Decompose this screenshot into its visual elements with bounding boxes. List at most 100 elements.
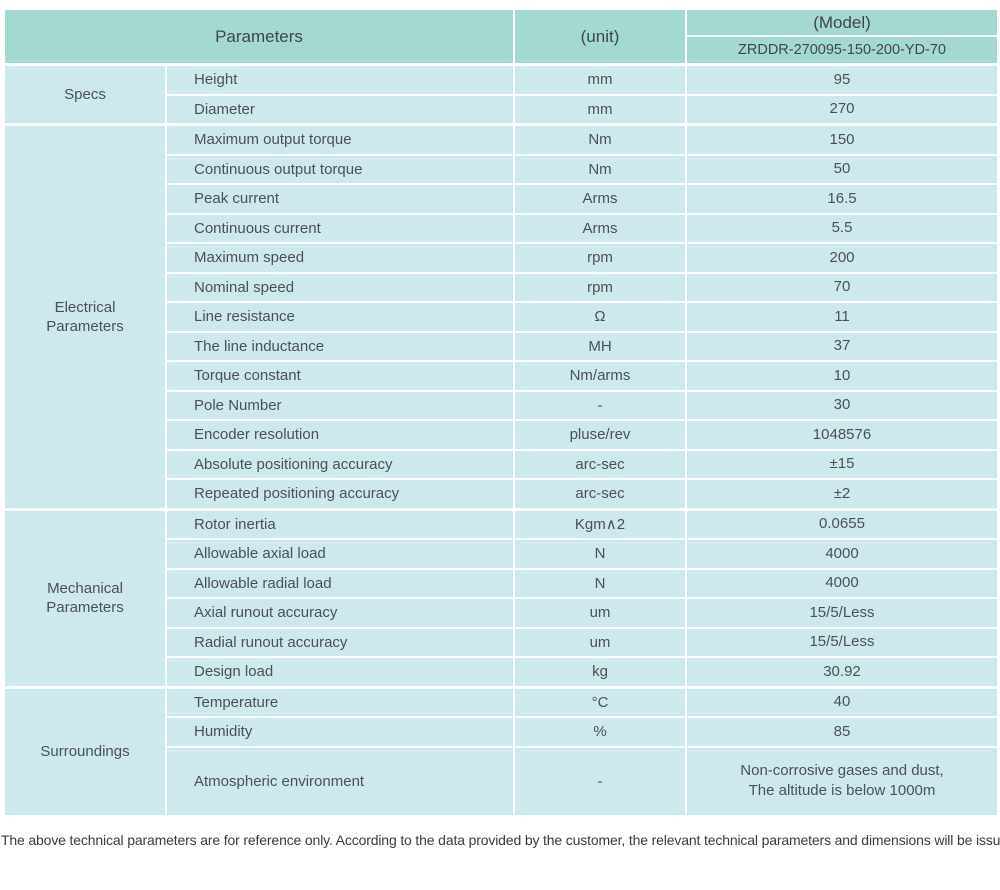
value-cell: 16.5 — [685, 183, 999, 215]
param-cell: Encoder resolution — [165, 419, 515, 451]
param-cell: Absolute positioning accuracy — [165, 448, 515, 480]
unit-cell: Kgm∧2 — [513, 507, 687, 540]
table-row: Mechanical Parameters Rotor inertia Kgm∧2 0… — [3, 507, 999, 688]
section-label: Surroundings — [3, 685, 167, 817]
unit-cell: um — [513, 597, 687, 629]
param-cell: Atmospheric environment — [165, 745, 515, 817]
param-cell: Torque constant — [165, 360, 515, 392]
value-cell: ±2 — [685, 478, 999, 510]
param-cell: Line resistance — [165, 301, 515, 333]
table-row: Diameter mm 270 — [4, 93, 999, 126]
table-row: Absolute positioning accuracy arc-sec ±15 — [4, 448, 999, 480]
table-header: Parameters (unit) (Model) ZRDDR-270095-1… — [3, 8, 999, 66]
param-cell: Design load — [165, 656, 515, 688]
unit-cell: rpm — [513, 271, 687, 303]
unit-cell: Ω — [513, 301, 687, 333]
param-cell: Nominal speed — [165, 271, 515, 303]
table-row: Atmospheric environment - Non-corrosive ga… — [4, 745, 999, 817]
unit-cell: mm — [513, 93, 687, 126]
header-model-value: ZRDDR-270095-150-200-YD-70 — [685, 35, 999, 66]
table-row: Electrical Parameters Maximum output torq… — [3, 123, 999, 510]
table-row: The line inductance MH 37 — [4, 330, 999, 362]
param-cell: Axial runout accuracy — [165, 597, 515, 629]
unit-cell: Nm — [513, 123, 687, 156]
param-cell: Diameter — [165, 93, 515, 126]
value-cell: 270 — [685, 93, 999, 126]
unit-cell: Arms — [513, 212, 687, 244]
table-row: Pole Number -30 — [4, 389, 999, 421]
param-cell: Radial runout accuracy — [165, 626, 515, 658]
motor-spec-sheet: Parameters (unit) (Model) ZRDDR-270095-1… — [0, 8, 1000, 890]
value-cell: 15/5/Less — [685, 597, 999, 629]
value-cell: 30 — [685, 389, 999, 421]
param-cell: Temperature — [165, 685, 515, 718]
value-cell: 85 — [685, 716, 999, 748]
param-cell: Repeated positioning accuracy — [165, 478, 515, 510]
table-row: Continuous current Arms 5.5 — [4, 212, 999, 244]
spec-table: Parameters (unit) (Model) ZRDDR-270095-1… — [3, 8, 999, 817]
unit-cell: N — [513, 567, 687, 599]
table-row: Continuous output torque Nm 50 — [4, 153, 999, 185]
value-cell: 37 — [685, 330, 999, 362]
unit-cell: pluse/rev — [513, 419, 687, 451]
header-row: Parameters (unit) (Model) — [3, 8, 999, 66]
section-label: Mechanical Parameters — [3, 507, 167, 688]
value-cell: 200 — [685, 242, 999, 274]
value-cell: 4000 — [685, 538, 999, 570]
section-label: Electrical Parameters — [3, 123, 167, 510]
value-cell: 0.0655 — [685, 507, 999, 540]
value-cell: 95 — [685, 63, 999, 96]
unit-cell: kg — [513, 656, 687, 688]
param-cell: Allowable radial load — [165, 567, 515, 599]
value-cell: ±15 — [685, 448, 999, 480]
header-model-row: ZRDDR-270095-150-200-YD-70 — [4, 35, 999, 66]
value-cell: 40 — [685, 685, 999, 718]
param-cell: Continuous output torque — [165, 153, 515, 185]
value-cell: Non-corrosive gases and dust, The altitu… — [685, 745, 999, 817]
param-cell: Humidity — [165, 716, 515, 748]
header-unit: (unit) — [513, 8, 687, 66]
param-cell: Pole Number — [165, 389, 515, 421]
table-row: Radial runout accuracy um 15/5/Less — [4, 626, 999, 658]
unit-cell: arc-sec — [513, 448, 687, 480]
unit-cell: Arms — [513, 183, 687, 215]
value-cell: 1048576 — [685, 419, 999, 451]
table-body: Specs Height mm 95 Diameter mm 270 Electrical P… — [3, 63, 999, 817]
param-cell: Height — [165, 63, 515, 96]
header-model: (Model) — [685, 8, 999, 37]
table-row: Design load kg 30.92 — [4, 656, 999, 688]
param-cell: The line inductance — [165, 330, 515, 362]
table-row: Specs Height mm 95 — [3, 63, 999, 126]
unit-cell: rpm — [513, 242, 687, 274]
table-row: Surroundings Temperature °C 40 — [3, 685, 999, 817]
table-row: Line resistance Ω 11 — [4, 301, 999, 333]
param-cell: Maximum output torque — [165, 123, 515, 156]
value-cell: 70 — [685, 271, 999, 303]
unit-cell: um — [513, 626, 687, 658]
param-cell: Maximum speed — [165, 242, 515, 274]
value-cell: 5.5 — [685, 212, 999, 244]
table-row: Peak current Arms 16.5 — [4, 183, 999, 215]
table-row: Torque constant Nm/arms 10 — [4, 360, 999, 392]
unit-cell: MH — [513, 330, 687, 362]
param-cell: Allowable axial load — [165, 538, 515, 570]
param-cell: Rotor inertia — [165, 507, 515, 540]
param-cell: Continuous current — [165, 212, 515, 244]
table-row: Repeated positioning accuracy arc-sec ±2 — [4, 478, 999, 510]
value-cell: 11 — [685, 301, 999, 333]
unit-cell: arc-sec — [513, 478, 687, 510]
footnote: The above technical parameters are for r… — [1, 831, 1000, 848]
value-cell: 10 — [685, 360, 999, 392]
unit-cell: Nm — [513, 153, 687, 185]
value-cell: 30.92 — [685, 656, 999, 688]
unit-cell: Nm/arms — [513, 360, 687, 392]
unit-cell: mm — [513, 63, 687, 96]
header-parameters: Parameters — [3, 8, 515, 66]
table-row: Humidity% 85 — [4, 716, 999, 748]
section-label: Specs — [3, 63, 167, 126]
unit-cell: - — [513, 389, 687, 421]
unit-cell: °C — [513, 685, 687, 718]
unit-cell: - — [513, 745, 687, 817]
value-cell: 4000 — [685, 567, 999, 599]
table-row: Maximum speed rpm 200 — [4, 242, 999, 274]
